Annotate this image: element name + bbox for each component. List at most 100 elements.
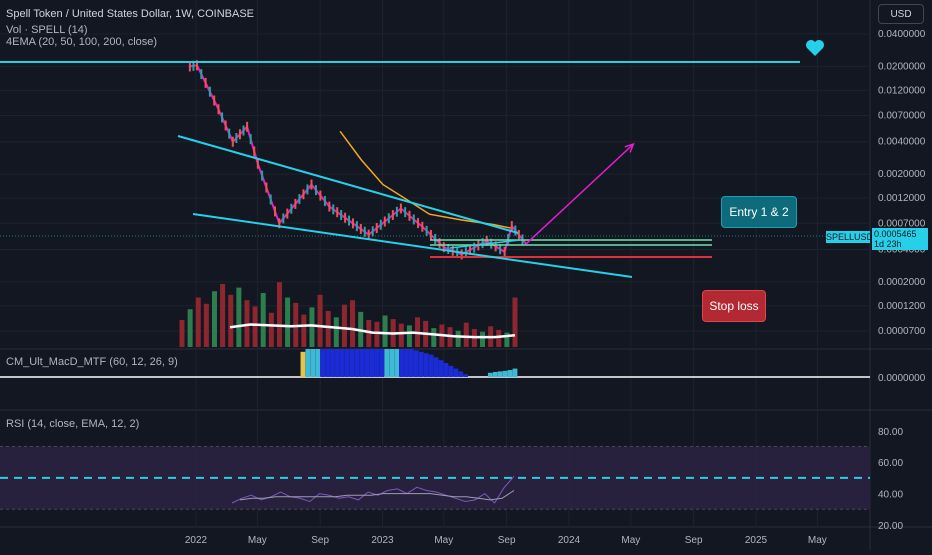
- volume-bar: [203, 303, 209, 347]
- volume-ma-line: [229, 323, 516, 339]
- price-tick-label: 0.0012000: [878, 193, 926, 204]
- axis-layer: 0.0400000 0.0200000 0.0120000 0.0070000 0.00…: [185, 29, 926, 546]
- price-candle: [367, 229, 370, 240]
- price-candle: [510, 221, 513, 232]
- price-candle: [499, 244, 502, 255]
- price-candle: [460, 249, 463, 260]
- price-tick-label: 0.0007000: [878, 218, 926, 229]
- volume-bar: [187, 309, 193, 347]
- price-candle: [473, 242, 476, 253]
- macd-histogram-bar: [369, 349, 375, 377]
- volume-bar: [382, 315, 388, 347]
- time-tick-label: May: [434, 535, 453, 546]
- macd-histogram-bar: [453, 368, 459, 377]
- macd-histogram-bar: [399, 349, 404, 377]
- macd-histogram-bar: [339, 349, 345, 377]
- time-tick-label: Sep: [685, 535, 703, 546]
- volume-bar: [317, 294, 323, 347]
- volume-bar: [480, 331, 486, 347]
- volume-bar: [285, 297, 291, 347]
- price-candle: [464, 247, 467, 258]
- macd-histogram-bar: [320, 349, 326, 377]
- price-candle: [442, 242, 445, 253]
- macd-histogram-bar: [315, 349, 321, 377]
- price-candle: [417, 218, 420, 229]
- volume-bar: [260, 293, 266, 347]
- price-candle: [340, 209, 343, 220]
- entry-label: Entry 1 & 2: [721, 196, 797, 228]
- macd-histogram-bar: [394, 349, 400, 377]
- ema-legend: 4EMA (20, 50, 100, 200, close): [6, 36, 158, 48]
- price-candle: [224, 120, 227, 131]
- macd-histogram-bar: [374, 349, 380, 377]
- price-candle: [261, 170, 264, 181]
- price-candle: [399, 203, 402, 214]
- price-candle: [469, 244, 472, 255]
- price-candle: [323, 196, 326, 207]
- macd-histogram-bar: [507, 370, 513, 377]
- wedge-upper-line: [177, 135, 519, 234]
- price-candle: [265, 182, 268, 193]
- price-candle: [235, 133, 238, 144]
- price-candle: [314, 185, 317, 196]
- macd-histogram-bar: [487, 372, 493, 377]
- macd-histogram-bar: [389, 349, 395, 377]
- heart-icon[interactable]: [805, 39, 825, 57]
- projection-arrow-line: [525, 143, 634, 245]
- price-candle: [507, 233, 510, 244]
- price-candle: [192, 60, 195, 71]
- macd-histogram-bar: [448, 365, 454, 377]
- price-candle: [336, 207, 339, 218]
- price-candle: [306, 184, 309, 195]
- macd-histogram-bar: [458, 371, 464, 377]
- price-candle: [200, 69, 203, 80]
- price-tick-label: 0.0070000: [878, 111, 926, 122]
- price-candle: [434, 233, 437, 244]
- macd-histogram-bar: [512, 368, 518, 377]
- price-candle: [249, 134, 252, 145]
- price-candle: [298, 194, 301, 205]
- macd-histogram-bar: [310, 349, 316, 377]
- price-candle: [359, 223, 362, 234]
- macd-zero-label: 0.0000000: [878, 373, 926, 384]
- price-candle: [213, 95, 216, 106]
- price-candle: [286, 208, 289, 219]
- macd-histogram-bar: [325, 349, 330, 377]
- volume-layer: [179, 282, 518, 347]
- price-tick-label: 0.0120000: [878, 85, 926, 96]
- rsi-tick-label: 40.00: [878, 490, 903, 501]
- volume-bar: [398, 323, 404, 347]
- macd-histogram-bar: [359, 349, 365, 377]
- price-candle: [371, 226, 374, 237]
- price-tick-label: 0.0020000: [878, 169, 926, 180]
- volume-bar: [350, 300, 356, 347]
- rsi-legend: RSI (14, close, EMA, 12, 2): [6, 418, 140, 430]
- macd-histogram-bar: [379, 349, 385, 377]
- price-candle: [503, 246, 506, 257]
- price-candle: [228, 128, 231, 139]
- macd-histogram-bar: [409, 349, 414, 377]
- macd-histogram-bar: [330, 349, 335, 377]
- macd-layer: 0.0000000: [0, 349, 926, 384]
- price-candle: [208, 86, 211, 97]
- price-candle: [375, 223, 378, 234]
- volume-bar: [333, 317, 339, 347]
- projection-arrowhead: [624, 142, 635, 153]
- price-candle: [294, 198, 297, 209]
- price-candle: [494, 241, 497, 252]
- price-candle: [351, 218, 354, 229]
- time-tick-label: 2025: [745, 535, 768, 546]
- rsi-line: [231, 476, 515, 504]
- currency-selector[interactable]: USD: [878, 4, 924, 24]
- price-candle: [221, 112, 224, 123]
- price-candle: [395, 206, 398, 217]
- drawings-layer: [0, 60, 870, 278]
- price-candle: [391, 210, 394, 221]
- price-candle: [328, 201, 331, 212]
- price-candle: [485, 235, 488, 246]
- price-candle: [387, 213, 390, 224]
- price-tick-label: 0.0000700: [878, 326, 926, 337]
- macd-histogram-bar: [300, 351, 306, 377]
